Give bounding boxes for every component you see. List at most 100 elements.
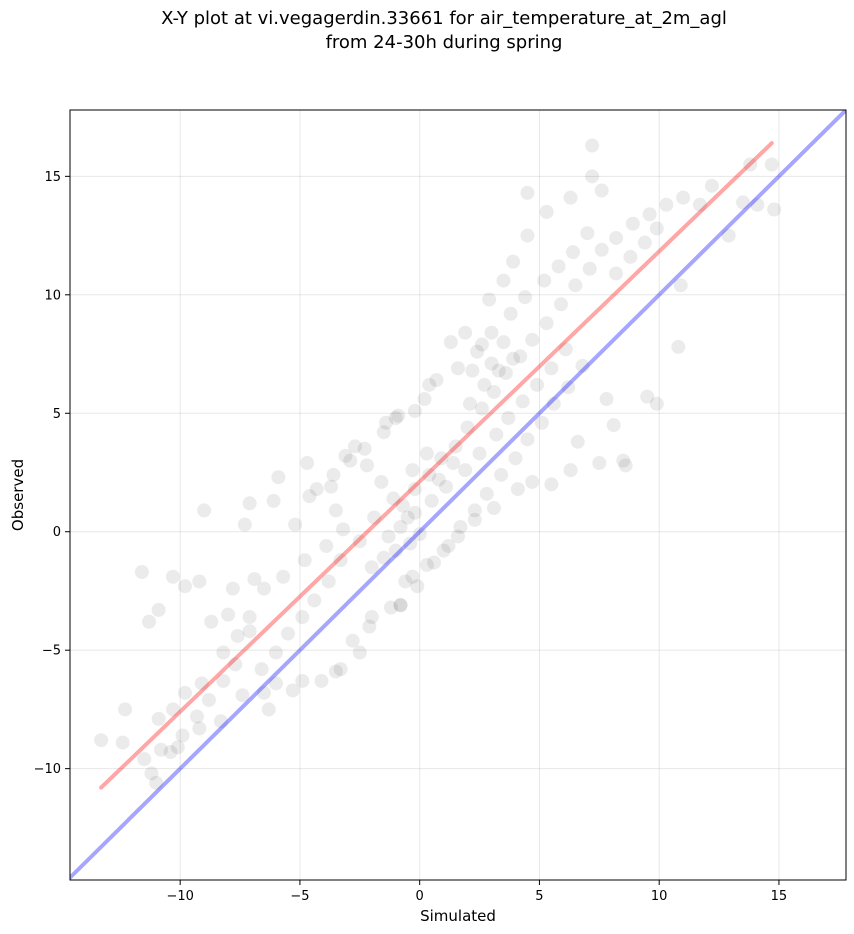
scatter-point [235, 688, 250, 703]
x-tick-label: 10 [651, 889, 668, 904]
grid [70, 110, 846, 880]
x-tick-label: −5 [290, 889, 309, 904]
scatter-point [484, 325, 499, 340]
scatter-point [446, 456, 461, 471]
scatter-point [201, 692, 216, 707]
scatter-point [479, 486, 494, 501]
scatter-point [115, 735, 130, 750]
scatter-point [570, 434, 585, 449]
scatter-point [489, 427, 504, 442]
scatter-point [324, 479, 339, 494]
x-tick-label: 15 [771, 889, 788, 904]
scatter-point [94, 733, 109, 748]
scatter-point [565, 245, 580, 260]
scatter-point [326, 467, 341, 482]
scatter-point [393, 598, 408, 613]
scatter-point [410, 579, 425, 594]
scatter-point [407, 505, 422, 520]
scatter-point [177, 685, 192, 700]
scatter-point [149, 775, 164, 790]
scatter-point [474, 401, 489, 416]
scatter-point [359, 458, 374, 473]
scatter-point [659, 197, 674, 212]
scatter-point [118, 702, 133, 717]
scatter-point [228, 657, 243, 672]
scatter-point [165, 702, 180, 717]
scatter-point [467, 503, 482, 518]
scatter-point [357, 441, 372, 456]
scatter-point [592, 456, 607, 471]
scatter-point [530, 377, 545, 392]
scatter-point [431, 472, 446, 487]
scatter-point [276, 569, 291, 584]
scatter-point [271, 470, 286, 485]
scatter-point [534, 415, 549, 430]
scatter-point [568, 278, 583, 293]
scatter-point [328, 503, 343, 518]
scatter-point [544, 477, 559, 492]
x-axis-label: Simulated [420, 907, 496, 925]
scatter-point [474, 337, 489, 352]
scatter-point [477, 377, 492, 392]
scatter-point [609, 230, 624, 245]
scatter-point [374, 474, 389, 489]
scatter-point [750, 197, 765, 212]
scatter-point [395, 498, 410, 513]
scatter-point [451, 529, 465, 544]
scatter-point [364, 560, 379, 575]
scatter-point [515, 394, 530, 409]
scatter-point [295, 610, 310, 625]
scatter-point [175, 728, 190, 743]
scatter-point [510, 482, 525, 497]
scatter-point [498, 365, 513, 380]
scatter-point [257, 581, 271, 596]
scatter-point [520, 228, 535, 243]
scatter-point [649, 221, 664, 236]
scatter-point [585, 138, 600, 153]
scatter-point [300, 456, 315, 471]
scatter-point [594, 242, 609, 257]
scatter-point [338, 448, 353, 463]
scatter-point [506, 254, 521, 269]
scatter-point [539, 316, 554, 331]
scatter-point [247, 572, 262, 587]
scatter-point [520, 432, 535, 447]
chart-title-line-1: X-Y plot at vi.vegagerdin.33661 for air_… [161, 8, 727, 29]
scatter-point [451, 361, 465, 376]
scatter-point [376, 550, 391, 565]
scatter-point [558, 342, 573, 357]
scatter-point [462, 396, 477, 411]
scatter-point [544, 361, 559, 376]
scatter-point [261, 702, 276, 717]
scatter-point [352, 645, 367, 660]
scatter-point [640, 389, 655, 404]
scatter-point [506, 351, 521, 366]
scatter-point [616, 453, 631, 468]
scatter-point [580, 226, 595, 241]
scatter-point [216, 673, 231, 688]
scatter-point [606, 418, 621, 433]
scatter-point [417, 392, 432, 407]
scatter-point [151, 602, 166, 617]
scatter-point [398, 574, 413, 589]
scatter-point [328, 664, 343, 679]
scatter-point [465, 363, 480, 378]
scatter-point [400, 510, 415, 525]
scatter-point [165, 569, 180, 584]
scatter-point [561, 380, 576, 395]
x-tick-label: 0 [416, 889, 424, 904]
scatter-point [242, 496, 257, 511]
scatter-point [345, 633, 360, 648]
scatter-point [333, 553, 348, 568]
scatter-point [309, 482, 324, 497]
scatter-point [594, 183, 609, 198]
scatter-point [407, 403, 422, 418]
scatter-point [268, 645, 283, 660]
scatter-point [503, 306, 518, 321]
scatter-point [221, 607, 236, 622]
scatter-point [154, 742, 169, 757]
scatter-point [458, 325, 473, 340]
scatter-point [546, 396, 561, 411]
scatter-point [764, 157, 779, 172]
